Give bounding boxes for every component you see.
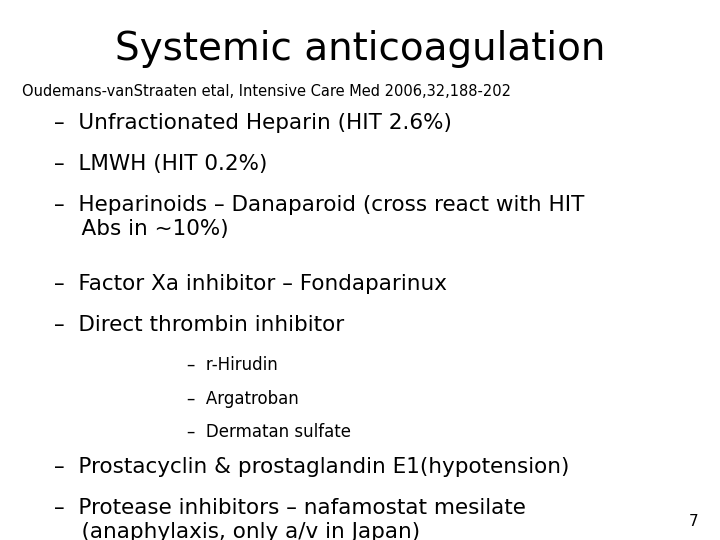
Text: –  Argatroban: – Argatroban: [187, 390, 299, 408]
Text: –  Protease inhibitors – nafamostat mesilate
    (anaphylaxis, only a/v in Japan: – Protease inhibitors – nafamostat mesil…: [54, 498, 526, 540]
Text: 7: 7: [689, 514, 698, 529]
Text: –  Heparinoids – Danaparoid (cross react with HIT
    Abs in ~10%): – Heparinoids – Danaparoid (cross react …: [54, 195, 585, 239]
Text: Oudemans-vanStraaten etal, Intensive Care Med 2006,32,188-202: Oudemans-vanStraaten etal, Intensive Car…: [22, 84, 510, 99]
Text: Systemic anticoagulation: Systemic anticoagulation: [114, 30, 606, 68]
Text: –  Prostacyclin & prostaglandin E1(hypotension): – Prostacyclin & prostaglandin E1(hypote…: [54, 457, 570, 477]
Text: –  LMWH (HIT 0.2%): – LMWH (HIT 0.2%): [54, 154, 267, 174]
Text: –  Factor Xa inhibitor – Fondaparinux: – Factor Xa inhibitor – Fondaparinux: [54, 274, 447, 294]
Text: –  Unfractionated Heparin (HIT 2.6%): – Unfractionated Heparin (HIT 2.6%): [54, 113, 452, 133]
Text: –  Direct thrombin inhibitor: – Direct thrombin inhibitor: [54, 315, 344, 335]
Text: –  Dermatan sulfate: – Dermatan sulfate: [187, 423, 351, 441]
Text: –  r-Hirudin: – r-Hirudin: [187, 356, 278, 374]
